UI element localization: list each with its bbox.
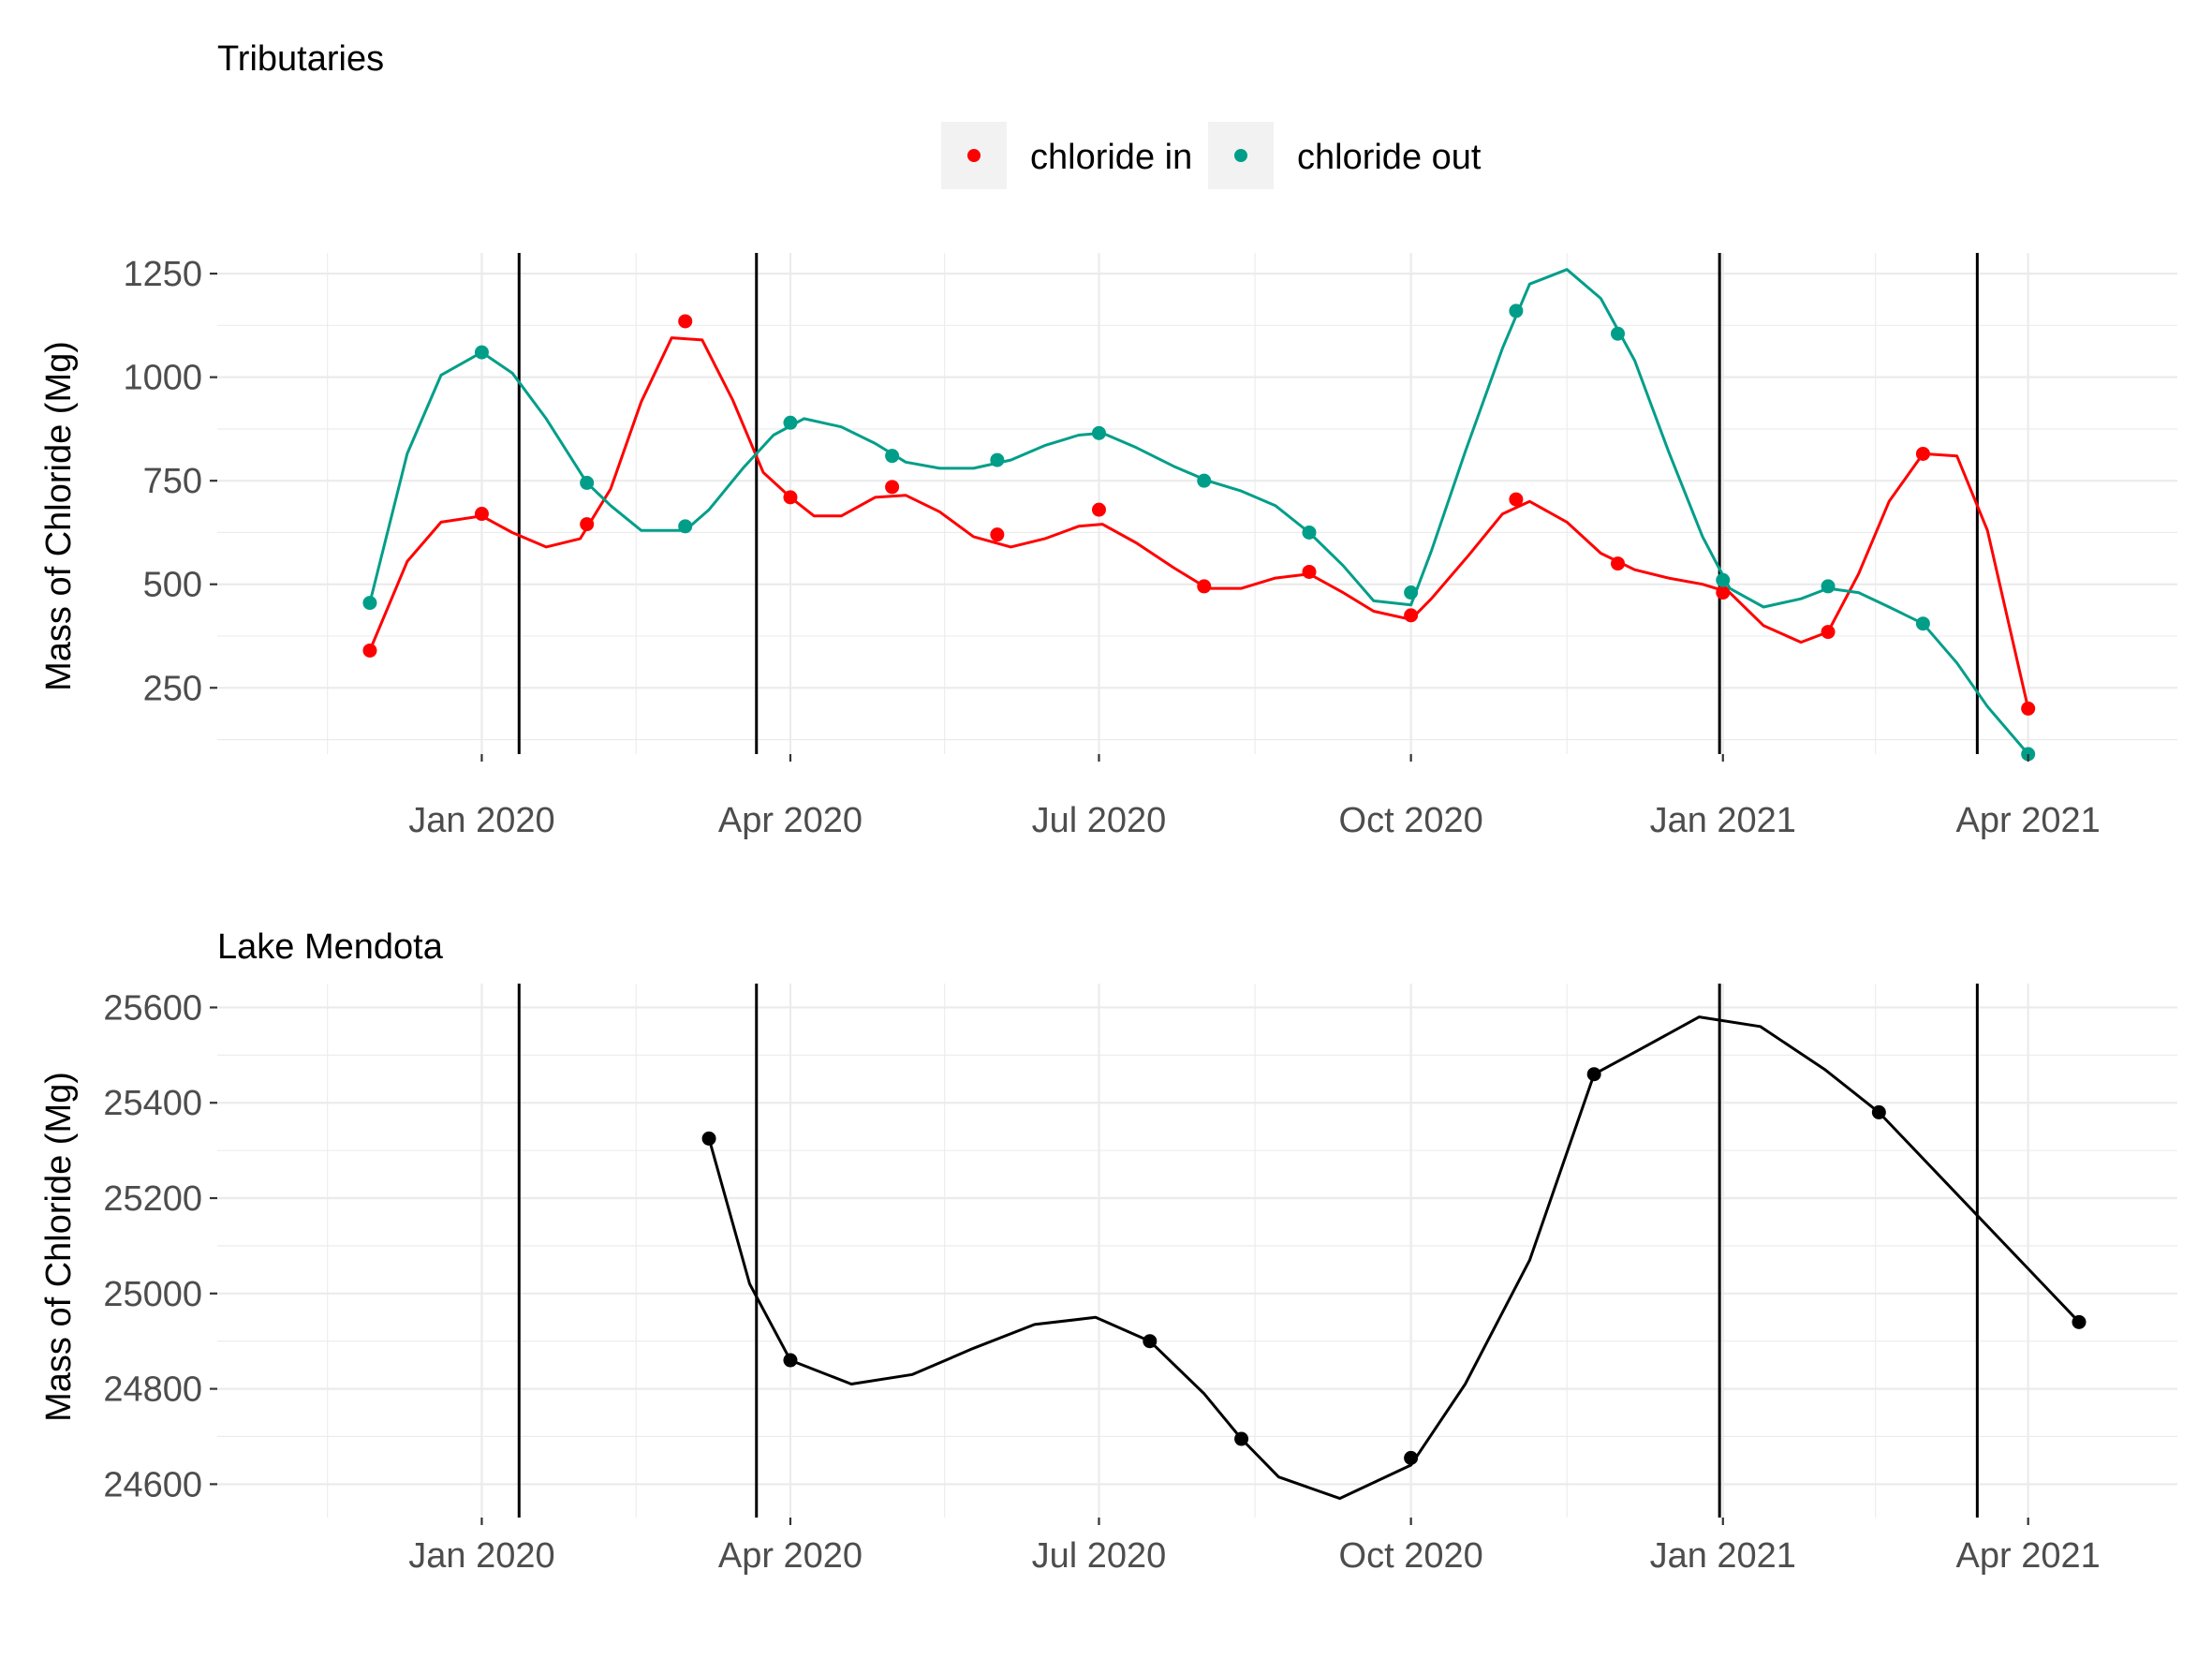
x-tick-label-oct-2020: Oct 2020 [1339,801,1483,840]
legend-swatch-chloride-in [967,149,981,162]
data-point-chloride-in [1611,556,1626,571]
data-point-chloride-out [1091,425,1106,440]
y-axis-title: Mass of Chloride (Mg) [39,341,79,691]
legend-label-chloride-out: chloride out [1297,138,1482,177]
data-point-chloride-out [783,415,798,430]
data-point-chloride-out [1716,572,1731,587]
lake-mendota-title: Lake Mendota [217,927,444,967]
x-tick-label-jan-2021: Jan 2021 [1650,1536,1796,1576]
data-point-chloride-in [1509,492,1524,507]
tributaries-panel: Tributaries chloride in chloride out Mas… [39,39,2177,840]
data-point-chloride-in [474,507,489,522]
data-point-chloride-in [1716,585,1731,600]
data-point-chloride-out [1821,579,1836,594]
y-tick-label-24800: 24800 [103,1370,202,1410]
x-axis: Jan 2020 Apr 2020 Jul 2020 Oct 2020 Jan 2021… [408,1518,2101,1576]
series-line-chloride-in [368,336,2030,710]
x-tick-label-jan-2021: Jan 2021 [1650,801,1796,840]
y-tick-label-25000: 25000 [103,1275,202,1314]
data-series [701,1015,2087,1501]
y-tick-label-1000: 1000 [123,359,202,398]
data-point-chloride-in [1302,564,1317,579]
y-axis-title: Mass of Chloride (Mg) [39,1072,79,1422]
data-point-lake-mass [1234,1431,1249,1446]
data-point-lake-mass [701,1131,716,1146]
y-tick-label-250: 250 [143,669,202,708]
event-lines [517,253,1979,754]
data-point-lake-mass [1404,1450,1419,1465]
y-tick-label-24600: 24600 [103,1465,202,1504]
series-line-lake-mass [707,1015,2081,1501]
data-point-chloride-in [1821,625,1836,640]
x-tick-label-apr-2020: Apr 2020 [718,1536,863,1576]
data-point-chloride-in [1915,446,1930,461]
x-tick-label-apr-2021: Apr 2021 [1956,1536,2101,1576]
data-point-chloride-out [1915,616,1930,631]
y-tick-label-25400: 25400 [103,1084,202,1123]
data-series [362,268,2036,762]
data-point-chloride-in [783,490,798,505]
x-tick-label-apr-2021: Apr 2021 [1956,801,2101,840]
data-point-chloride-out [885,449,900,464]
data-point-chloride-out [580,475,595,490]
y-tick-label-1250: 1250 [123,255,202,294]
data-point-chloride-out [1404,585,1419,600]
y-axis: 24600 24800 25000 25200 25400 25600 [103,988,217,1504]
data-point-lake-mass [2072,1314,2087,1329]
x-axis: Jan 2020 Apr 2020 Jul 2020 Oct 2020 Jan 2021… [408,754,2101,840]
data-point-lake-mass [1143,1334,1158,1349]
data-point-chloride-in [1197,579,1212,594]
legend: chloride in chloride out [941,122,1482,189]
x-tick-label-jul-2020: Jul 2020 [1032,801,1167,840]
data-point-chloride-in [885,480,900,495]
data-point-chloride-in [1091,502,1106,517]
data-point-chloride-in [1404,608,1419,623]
data-point-chloride-in [362,643,377,658]
legend-label-chloride-in: chloride in [1030,138,1192,177]
y-tick-label-25600: 25600 [103,988,202,1028]
data-point-chloride-out [1509,304,1524,318]
event-lines [517,984,1979,1518]
x-tick-label-jan-2020: Jan 2020 [408,801,554,840]
data-point-lake-mass [1871,1104,1886,1119]
data-point-chloride-out [362,596,377,611]
data-point-lake-mass [1586,1067,1601,1082]
data-point-chloride-in [2021,701,2036,716]
data-point-chloride-out [1197,473,1212,488]
y-tick-label-500: 500 [143,566,202,605]
x-tick-label-oct-2020: Oct 2020 [1339,1536,1483,1576]
y-axis: 250 500 750 1000 1250 [123,255,217,708]
data-point-chloride-out [678,519,693,534]
x-tick-label-jul-2020: Jul 2020 [1032,1536,1167,1576]
x-tick-label-apr-2020: Apr 2020 [718,801,863,840]
data-point-chloride-out [1611,326,1626,341]
data-point-chloride-in [678,314,693,329]
data-point-chloride-out [1302,525,1317,540]
legend-swatch-chloride-out [1234,149,1247,162]
x-tick-label-jan-2020: Jan 2020 [408,1536,554,1576]
data-point-chloride-in [990,527,1005,542]
tributaries-title: Tributaries [217,39,384,79]
lake-mendota-panel: Lake Mendota Mass of Chloride (Mg) Jan 2… [39,927,2177,1576]
y-tick-label-25200: 25200 [103,1179,202,1219]
data-point-chloride-out [474,345,489,360]
data-point-chloride-out [990,452,1005,467]
data-point-chloride-in [580,517,595,532]
data-point-lake-mass [783,1353,798,1368]
y-tick-label-750: 750 [143,462,202,501]
